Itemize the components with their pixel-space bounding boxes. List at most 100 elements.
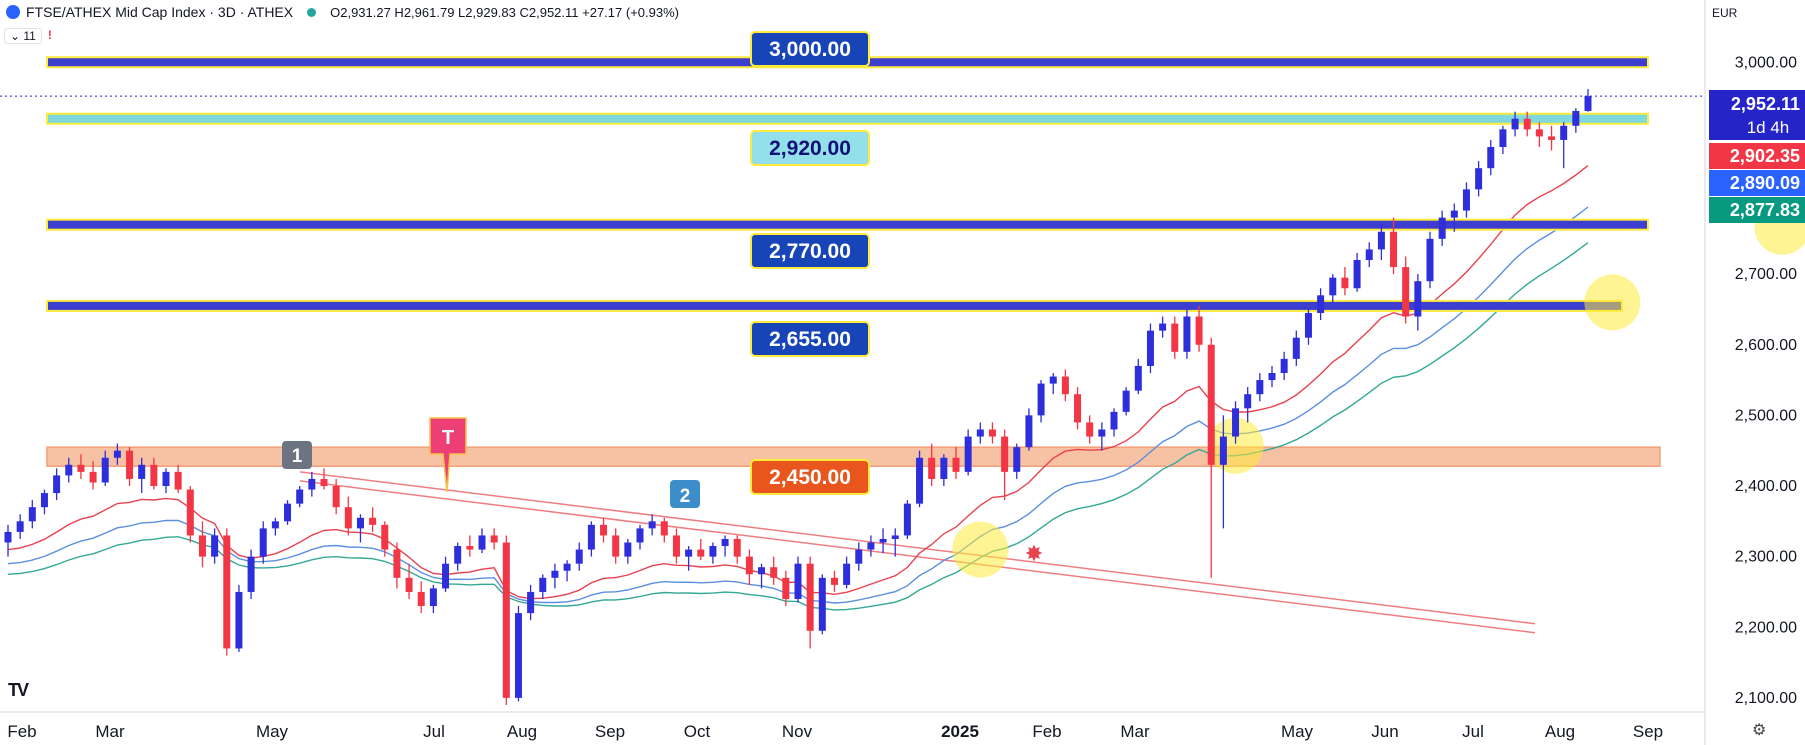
candle-body [830, 577, 838, 585]
trendline-lower [299, 480, 1536, 634]
indicator-toggle-button[interactable]: ⌄ 11 [4, 28, 42, 44]
candle-body [940, 457, 948, 479]
candle-body [1195, 316, 1203, 345]
candle-body [806, 563, 814, 631]
level-label: 2,920.00 [769, 137, 851, 160]
level-label: 2,770.00 [769, 240, 851, 263]
indicator-bar: ⌄ 11 ! [4, 28, 52, 44]
x-tick-label: Feb [7, 722, 36, 741]
symbol-logo-icon [6, 5, 20, 19]
candle-body [284, 503, 292, 522]
marker-t-box [429, 417, 467, 493]
level-label: 2,655.00 [769, 328, 851, 351]
candle-body [162, 471, 170, 486]
settings-gear-icon[interactable]: ⚙ [1752, 722, 1767, 739]
candle-body [381, 524, 389, 550]
candle-body [417, 591, 425, 607]
candle-body [138, 464, 146, 479]
candle-body [1511, 118, 1519, 130]
trendline-upper [299, 471, 1536, 625]
candle-body [490, 535, 498, 543]
chart-title[interactable]: FTSE/ATHEX Mid Cap Index · 3D · ATHEX [26, 4, 294, 20]
candle-body [612, 535, 620, 557]
candle-body [1438, 217, 1446, 239]
candle-body [1365, 249, 1373, 260]
candle-body [648, 521, 656, 529]
candle-body [1171, 323, 1179, 352]
price-tag-box [1709, 90, 1805, 140]
explosion-icon: ✸ [1025, 541, 1043, 566]
candle-body [442, 563, 450, 589]
level-label-box [750, 31, 870, 67]
level-line [46, 218, 1649, 231]
candle-body [1402, 267, 1410, 317]
candle-body [1548, 136, 1556, 140]
candle-body [855, 549, 863, 564]
level-label-box [750, 130, 870, 166]
level-label-box [750, 321, 870, 357]
y-tick-label: 2,700.00 [1735, 266, 1797, 283]
candle-body [1098, 429, 1106, 437]
zone-label: 2,450.00 [769, 466, 851, 489]
alert-icon[interactable]: ! [47, 28, 52, 42]
price-tag-box [1709, 170, 1805, 196]
marker-1-box [282, 441, 312, 469]
candle-body [1074, 394, 1082, 423]
highlight-circle [952, 521, 1009, 578]
candle-body [745, 556, 753, 575]
currency-label[interactable]: EUR [1712, 6, 1738, 20]
candle-body [660, 521, 668, 536]
candle-body [1122, 390, 1130, 412]
candle-body [672, 535, 680, 557]
highlight-circle [1584, 274, 1641, 331]
candle-body [429, 588, 437, 607]
ohlc-readout: O2,931.27 H2,961.79 L2,929.83 C2,952.11 … [330, 4, 679, 20]
candle-body [1244, 394, 1252, 409]
x-tick-label: Jul [1462, 722, 1484, 741]
candle-body [101, 457, 109, 483]
marker-2-box [670, 480, 700, 508]
candle-body [1560, 125, 1568, 140]
candle-body [916, 457, 924, 504]
price-tag-label: 2,877.83 [1730, 200, 1800, 220]
candle-body [393, 549, 401, 578]
candle-body [709, 546, 717, 557]
candle-body [1523, 118, 1531, 130]
tradingview-logo-icon[interactable]: TV [8, 680, 29, 700]
level-line [46, 299, 1623, 312]
candle-body [126, 450, 134, 479]
x-tick-label: Mar [1120, 722, 1150, 741]
candle-body [1475, 168, 1483, 190]
candle-body [65, 464, 73, 476]
x-tick-label: 2025 [941, 722, 979, 741]
y-tick-label: 2,200.00 [1735, 619, 1797, 636]
candle-body [770, 567, 778, 578]
candle-body [1292, 337, 1300, 359]
candle-body [1450, 210, 1458, 218]
candle-body [1049, 376, 1057, 384]
candle-body [502, 542, 510, 698]
candle-body [369, 517, 377, 525]
y-tick-label: 2,600.00 [1735, 337, 1797, 354]
candle-body [1487, 147, 1495, 169]
x-tick-label: Mar [95, 722, 125, 741]
candle-body [1304, 312, 1312, 338]
candle-body [1317, 295, 1325, 313]
candle-body [1280, 358, 1288, 373]
zone-label-box [750, 459, 870, 495]
marker-1-label: 1 [292, 446, 303, 467]
candle-body [1086, 422, 1094, 437]
price-tag-box [1709, 143, 1805, 169]
candle-body [1499, 129, 1507, 147]
y-tick-label: 2,400.00 [1735, 478, 1797, 495]
candle-body [1353, 260, 1361, 289]
candle-body [514, 613, 522, 698]
candle-body [356, 517, 364, 529]
candle-body [988, 429, 996, 437]
candle-body [697, 549, 705, 557]
marker-t-label: T [442, 427, 454, 449]
candle-body [320, 478, 328, 486]
y-tick-label: 3,000.00 [1735, 54, 1797, 71]
candle-body [89, 471, 97, 483]
